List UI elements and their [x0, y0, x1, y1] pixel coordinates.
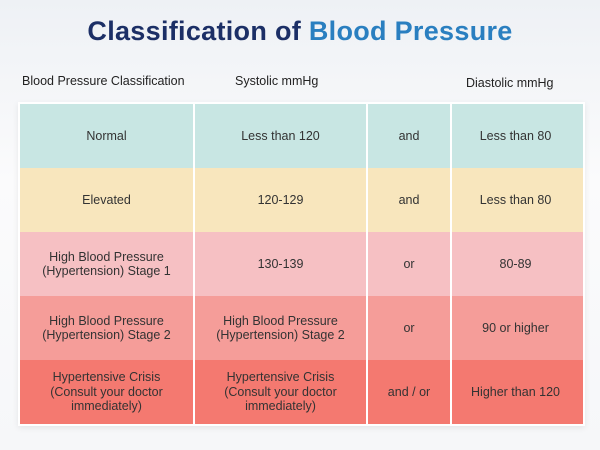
- page-title: Classification of Blood Pressure: [0, 16, 600, 47]
- systolic-cell: 120-129: [195, 168, 368, 232]
- connector-cell: and: [368, 104, 452, 168]
- diastolic-cell: Less than 80: [479, 128, 552, 143]
- connector-cell: and / or: [368, 360, 452, 424]
- systolic-cell: High Blood Pressure (Hypertension) Stage…: [195, 296, 368, 360]
- classification-cell: High Blood Pressure (Hypertension) Stage…: [20, 232, 195, 296]
- title-text: Classification of: [87, 16, 309, 46]
- classification-cell: Elevated: [20, 168, 195, 232]
- classification-table: Normal Less than 120 and Less than 80 Elevat…: [18, 102, 585, 426]
- diastolic-cell: 90 or higher: [482, 320, 549, 335]
- classification-cell: High Blood Pressure (Hypertension) Stage…: [20, 296, 195, 360]
- table-row: Elevated 120-129 and Less than 80: [20, 168, 583, 232]
- classification-cell: Hypertensive Crisis (Consult your doctor…: [20, 360, 195, 424]
- title-accent-text: Blood Pressure: [308, 16, 513, 46]
- diastolic-cell: 80-89: [499, 256, 532, 271]
- connector-cell: or: [368, 296, 452, 360]
- diastolic-cell: Higher than 120: [471, 384, 560, 399]
- connector-cell: and: [368, 168, 452, 232]
- systolic-cell: Less than 120: [195, 104, 368, 168]
- classification-cell: Normal: [20, 104, 195, 168]
- systolic-cell: Hypertensive Crisis (Consult your doctor…: [195, 360, 368, 424]
- diastolic-cell: Less than 80: [479, 192, 552, 207]
- header-classification: Blood Pressure Classification: [22, 74, 185, 88]
- table-row: High Blood Pressure (Hypertension) Stage…: [20, 296, 583, 360]
- header-systolic: Systolic mmHg: [235, 74, 319, 88]
- table-row: High Blood Pressure (Hypertension) Stage…: [20, 232, 583, 296]
- header-diastolic: Diastolic mmHg: [466, 76, 554, 90]
- systolic-cell: 130-139: [195, 232, 368, 296]
- connector-cell: or: [368, 232, 452, 296]
- table-row: Hypertensive Crisis (Consult your doctor…: [20, 360, 583, 424]
- table-row: Normal Less than 120 and Less than 80: [20, 104, 583, 168]
